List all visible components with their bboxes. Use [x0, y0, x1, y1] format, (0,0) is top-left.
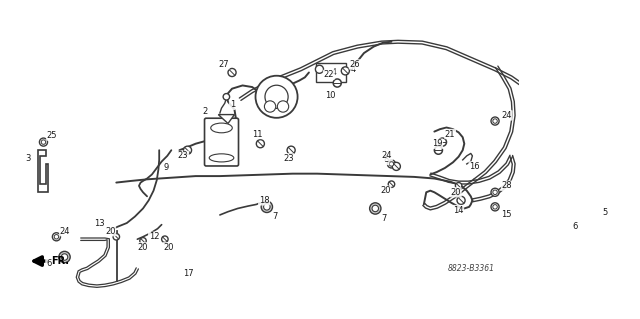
Text: 5: 5: [603, 208, 608, 217]
Text: 20: 20: [380, 186, 390, 195]
Circle shape: [593, 209, 600, 216]
Circle shape: [162, 236, 168, 242]
Circle shape: [388, 181, 395, 188]
Text: 19: 19: [432, 139, 442, 148]
Text: 6: 6: [572, 222, 577, 231]
Text: 14: 14: [453, 205, 463, 215]
Text: 4: 4: [351, 65, 356, 74]
Text: 8: 8: [383, 155, 388, 164]
Circle shape: [228, 69, 236, 77]
Circle shape: [256, 140, 264, 148]
Text: 7: 7: [273, 212, 278, 221]
Circle shape: [316, 65, 323, 73]
Text: 4: 4: [331, 68, 336, 77]
Text: 24: 24: [381, 151, 392, 160]
Circle shape: [264, 101, 276, 112]
Circle shape: [493, 204, 497, 209]
Text: 20: 20: [163, 243, 173, 252]
Circle shape: [493, 119, 497, 123]
Circle shape: [493, 190, 497, 195]
Text: 11: 11: [252, 130, 263, 138]
Circle shape: [223, 93, 230, 100]
Text: 27: 27: [218, 60, 229, 69]
Circle shape: [333, 79, 341, 87]
Text: 7: 7: [381, 214, 387, 223]
Circle shape: [287, 146, 295, 154]
Text: 13: 13: [95, 219, 105, 227]
Circle shape: [341, 67, 349, 75]
Circle shape: [277, 101, 289, 112]
Circle shape: [41, 140, 45, 144]
Text: 23: 23: [283, 154, 294, 163]
Circle shape: [456, 182, 462, 189]
Text: 18: 18: [259, 196, 269, 205]
Circle shape: [435, 146, 442, 154]
Text: 9: 9: [163, 164, 168, 173]
FancyBboxPatch shape: [205, 118, 239, 166]
FancyBboxPatch shape: [316, 63, 346, 82]
Polygon shape: [218, 115, 234, 123]
Text: 24: 24: [60, 226, 70, 236]
Polygon shape: [38, 150, 49, 192]
Text: 20: 20: [138, 243, 148, 252]
Ellipse shape: [209, 154, 234, 162]
Circle shape: [255, 76, 298, 118]
Text: 3: 3: [26, 154, 31, 163]
Circle shape: [261, 201, 273, 212]
Text: 17: 17: [184, 269, 194, 278]
Circle shape: [491, 188, 499, 196]
Text: 25: 25: [47, 131, 57, 140]
Text: 2: 2: [202, 107, 207, 116]
Circle shape: [438, 138, 447, 146]
Circle shape: [184, 146, 191, 154]
Text: 6: 6: [46, 259, 51, 268]
Circle shape: [561, 211, 572, 222]
Circle shape: [40, 138, 47, 146]
Text: 10: 10: [325, 91, 335, 100]
Circle shape: [389, 162, 394, 166]
Circle shape: [591, 207, 602, 218]
Circle shape: [54, 234, 59, 239]
Text: 15: 15: [502, 211, 512, 219]
Circle shape: [61, 254, 68, 260]
Text: 24: 24: [502, 111, 512, 120]
Text: 20: 20: [105, 226, 115, 236]
Circle shape: [265, 85, 288, 108]
Circle shape: [370, 203, 381, 214]
Text: FR.: FR.: [52, 256, 70, 266]
Circle shape: [491, 117, 499, 125]
Text: 26: 26: [349, 60, 360, 69]
Circle shape: [372, 205, 378, 212]
Text: 21: 21: [445, 130, 456, 138]
Circle shape: [457, 196, 465, 204]
Text: 12: 12: [148, 232, 159, 241]
Text: 28: 28: [502, 181, 512, 190]
Circle shape: [392, 162, 401, 170]
Text: 23: 23: [178, 151, 188, 160]
Circle shape: [52, 233, 60, 241]
Text: 16: 16: [469, 162, 480, 171]
Circle shape: [59, 251, 70, 263]
Text: 22: 22: [323, 70, 334, 79]
Circle shape: [491, 203, 499, 211]
Circle shape: [563, 213, 570, 220]
Ellipse shape: [211, 123, 232, 133]
Circle shape: [113, 234, 120, 240]
Circle shape: [140, 238, 147, 244]
Text: 20: 20: [451, 188, 461, 197]
Circle shape: [387, 160, 396, 168]
Text: 8823-B3361: 8823-B3361: [448, 264, 495, 273]
Text: 1: 1: [230, 100, 235, 109]
Circle shape: [264, 204, 270, 210]
